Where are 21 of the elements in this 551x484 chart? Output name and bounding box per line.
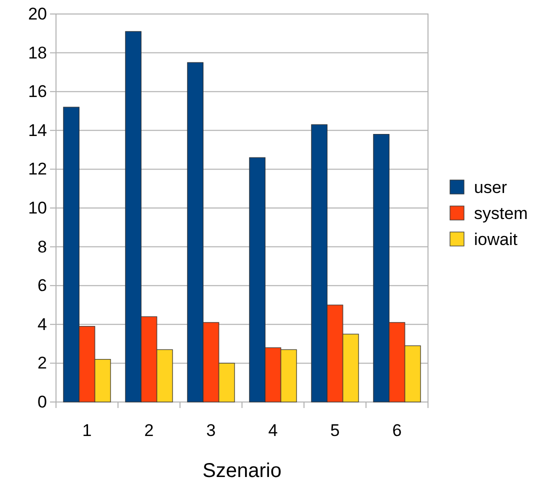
x-tick-label: 1 — [82, 421, 92, 440]
y-tick-label: 6 — [38, 276, 47, 296]
y-tick-label: 20 — [28, 4, 47, 24]
x-tick-label: 3 — [206, 421, 216, 440]
x-tick-label: 5 — [330, 421, 340, 440]
legend-label: iowait — [474, 230, 518, 249]
y-tick-label: 14 — [28, 120, 47, 140]
x-tick-label: 6 — [392, 421, 402, 440]
y-tick-label: 0 — [38, 392, 47, 412]
legend-label: system — [474, 204, 528, 223]
y-tick-label: 2 — [38, 354, 47, 373]
y-tick-label: 10 — [28, 198, 47, 218]
y-tick-label: 8 — [38, 237, 47, 256]
x-axis-title: Szenario — [202, 460, 282, 482]
y-tick-label: 18 — [28, 43, 47, 62]
y-tick-label: 16 — [28, 82, 47, 102]
x-tick-label: 2 — [144, 421, 154, 440]
x-tick-label: 4 — [268, 421, 278, 440]
y-tick-label: 4 — [38, 314, 47, 334]
legend-label: user — [474, 178, 508, 197]
y-tick-label: 12 — [28, 160, 47, 179]
